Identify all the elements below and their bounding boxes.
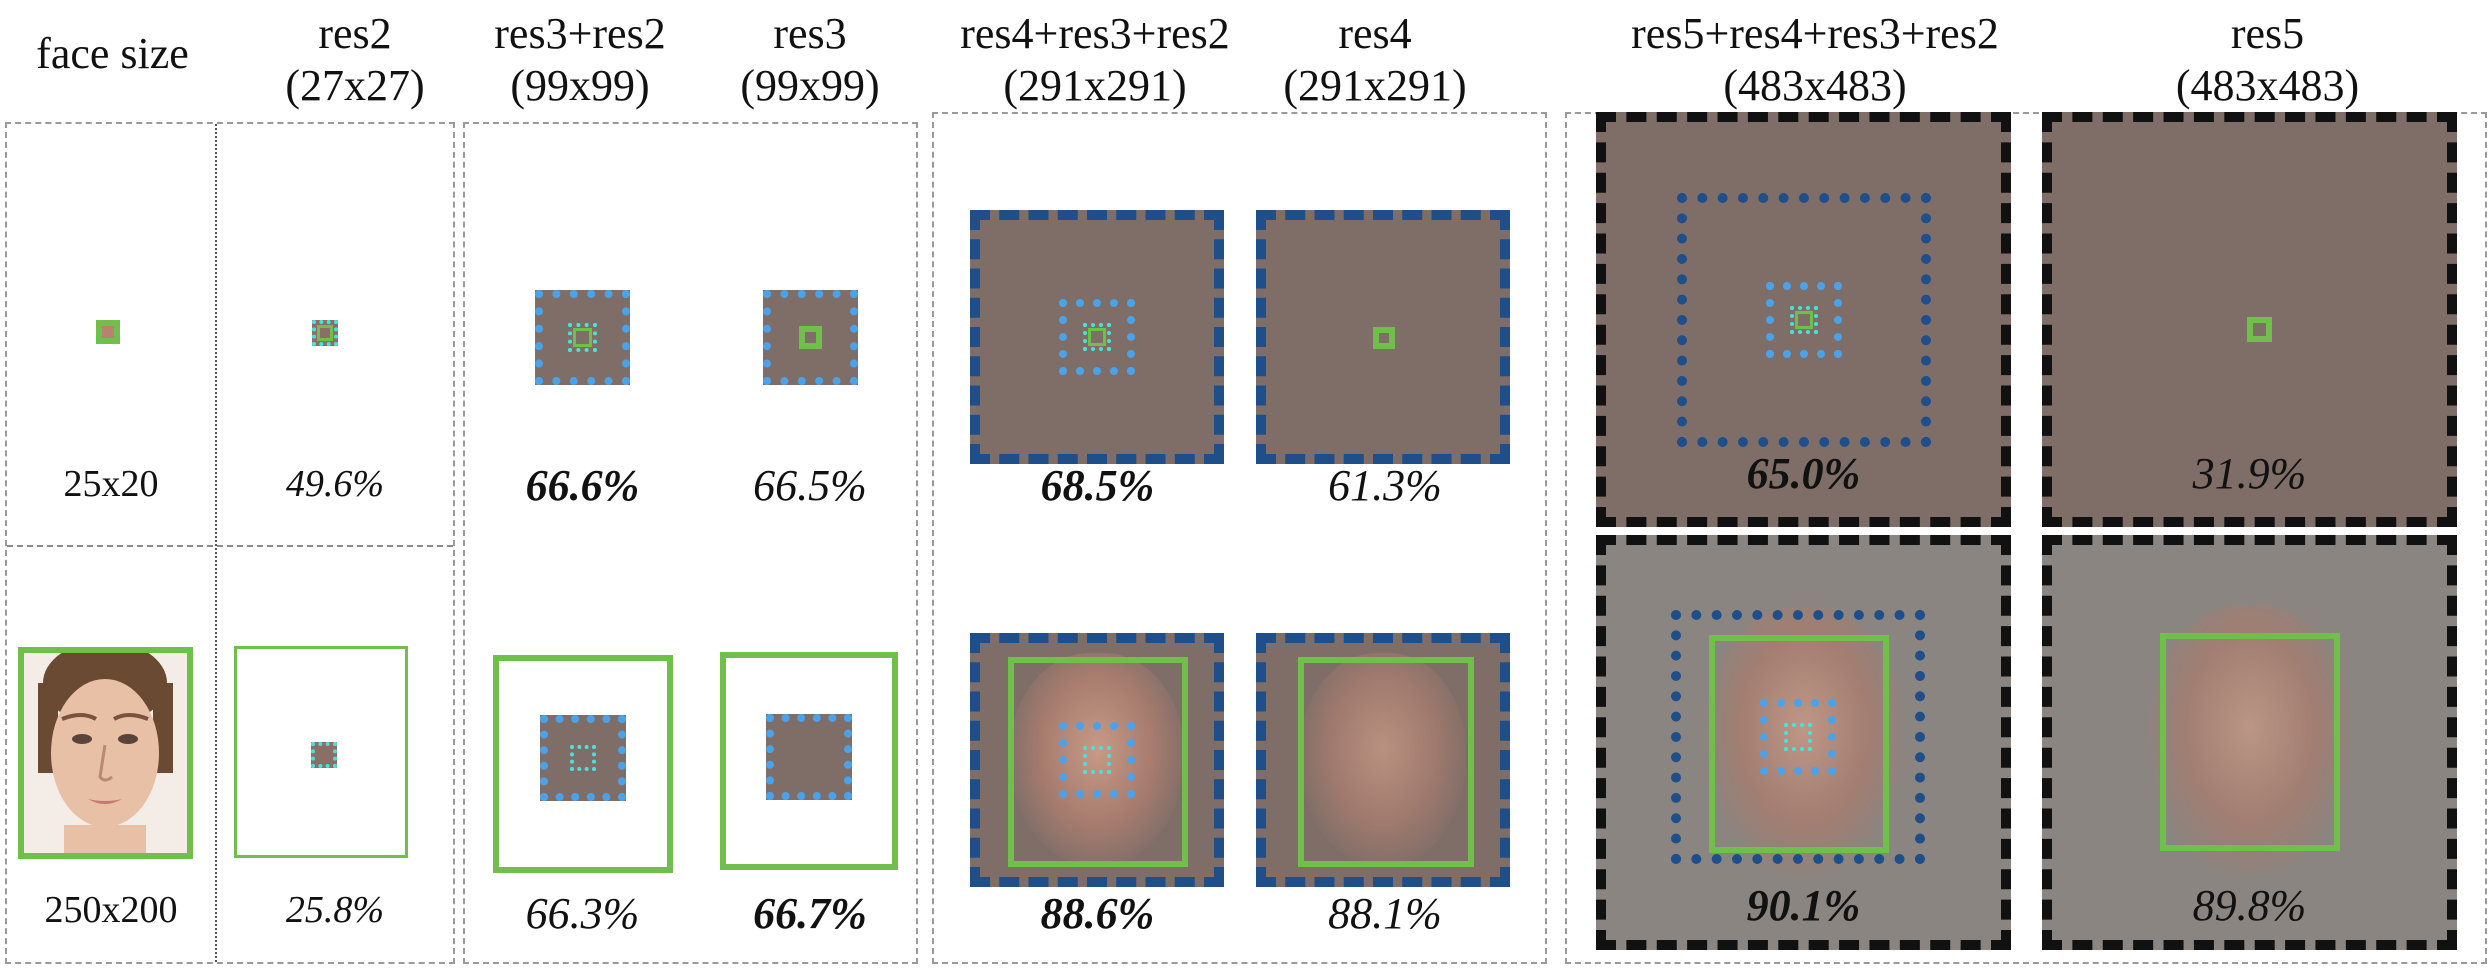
green-face-box — [1298, 657, 1474, 867]
header-res4-res3-res2: res4+res3+res2 (291x291) — [960, 9, 1230, 110]
res3-template — [763, 290, 858, 385]
res3-res2-template — [540, 715, 626, 801]
result-r1-res3-res2: 66.6% — [525, 461, 640, 510]
result-r2-res5-res4-res3-res2: 90.1% — [1746, 881, 1861, 930]
header-face-size: face size — [36, 29, 189, 78]
res2-template-patch — [311, 742, 337, 768]
blurred-face-template — [1010, 653, 1184, 867]
res5-template-r2 — [2042, 535, 2457, 950]
face-size-label: 250x200 — [44, 889, 178, 931]
res4-res3-res2-template — [970, 210, 1224, 464]
header-res5: res5 (483x483) — [2175, 9, 2360, 110]
res5-res4-res3-res2-template-r1 — [1596, 112, 2011, 527]
res4-template — [1256, 210, 1510, 464]
result-r2-res4-res3-res2: 88.6% — [1040, 889, 1155, 938]
result-r1-res5: 31.9% — [2192, 449, 2307, 498]
res2-face-box — [317, 325, 333, 341]
cyan-receptive-field — [568, 323, 597, 352]
result-r1-res4: 61.3% — [1328, 461, 1442, 510]
cyan-receptive-field — [1083, 746, 1111, 774]
cyan-receptive-field — [570, 745, 596, 771]
light-blue-receptive-field — [1760, 699, 1836, 775]
face-photo — [18, 647, 193, 859]
green-face-box — [1088, 328, 1106, 346]
light-blue-receptive-field — [540, 715, 626, 801]
result-r2-res4: 88.1% — [1328, 889, 1442, 938]
light-blue-receptive-field — [763, 290, 858, 385]
result-r2-res3: 66.7% — [753, 889, 867, 938]
light-blue-receptive-field — [1059, 722, 1135, 798]
res2-template-patch — [312, 320, 338, 346]
light-blue-receptive-field — [1766, 282, 1842, 358]
res3-face-box-large — [720, 652, 898, 870]
header-res3-res2: res3+res2 (99x99) — [494, 9, 666, 110]
group-res3 — [463, 122, 918, 964]
light-blue-receptive-field — [535, 290, 630, 385]
dark-blue-receptive-field — [1677, 193, 1931, 447]
header-res4: res4 (291x291) — [1283, 9, 1467, 110]
cyan-receptive-field — [1790, 306, 1818, 334]
cyan-receptive-field — [1784, 723, 1812, 751]
res3-template — [766, 714, 852, 800]
result-r1-res5-res4-res3-res2: 65.0% — [1746, 449, 1861, 498]
header-res5-res4-res3-res2: res5+res4+res3+res2 (483x483) — [1631, 9, 1999, 110]
res4-template-large — [1256, 633, 1510, 887]
group-res2 — [5, 122, 455, 964]
blurred-face-template — [1704, 607, 1904, 877]
dark-blue-receptive-field — [1671, 610, 1925, 864]
light-blue-receptive-field — [1059, 299, 1135, 375]
cyan-receptive-field — [1083, 323, 1111, 351]
light-blue-receptive-field — [766, 714, 852, 800]
res2-face-box-large — [234, 646, 408, 858]
face-portrait-icon — [38, 653, 173, 853]
green-face-box — [799, 326, 822, 349]
header-res3: res3 (99x99) — [740, 9, 880, 110]
res5-res4-res3-res2-template-r2 — [1596, 535, 2011, 950]
green-face-box — [2160, 633, 2340, 851]
blurred-face-template — [2148, 605, 2352, 877]
face-size-label: 25x20 — [63, 463, 159, 505]
green-face-box — [2247, 317, 2272, 342]
result-r2-res5: 89.8% — [2192, 881, 2307, 930]
green-face-box — [1008, 657, 1188, 867]
group-res4 — [932, 112, 1547, 964]
row-separator — [7, 545, 453, 547]
result-r1-res3: 66.5% — [753, 461, 867, 510]
result-r1-res4-res3-res2: 68.5% — [1040, 461, 1155, 510]
cyan-receptive-field — [311, 742, 337, 768]
res3-res2-template — [535, 290, 630, 385]
result-r2-res2: 25.8% — [285, 889, 385, 931]
green-face-box — [1373, 327, 1395, 349]
res3-res2-face-box-large — [493, 655, 673, 873]
result-r1-res2: 49.6% — [285, 463, 385, 505]
green-face-box — [1795, 311, 1813, 329]
res5-template-r1 — [2042, 112, 2457, 527]
res4-res3-res2-template-large — [970, 633, 1224, 887]
group-res5 — [1565, 112, 2487, 964]
result-r2-res3-res2: 66.3% — [525, 889, 640, 938]
green-face-box — [1709, 635, 1889, 853]
blurred-face-template — [1300, 653, 1466, 867]
face-size-separator — [215, 124, 217, 962]
header-res2: res2 (27x27) — [285, 9, 425, 110]
tiny-face-thumbnail — [96, 320, 120, 344]
green-face-box — [573, 328, 592, 347]
res2-receptive-field — [312, 320, 338, 346]
